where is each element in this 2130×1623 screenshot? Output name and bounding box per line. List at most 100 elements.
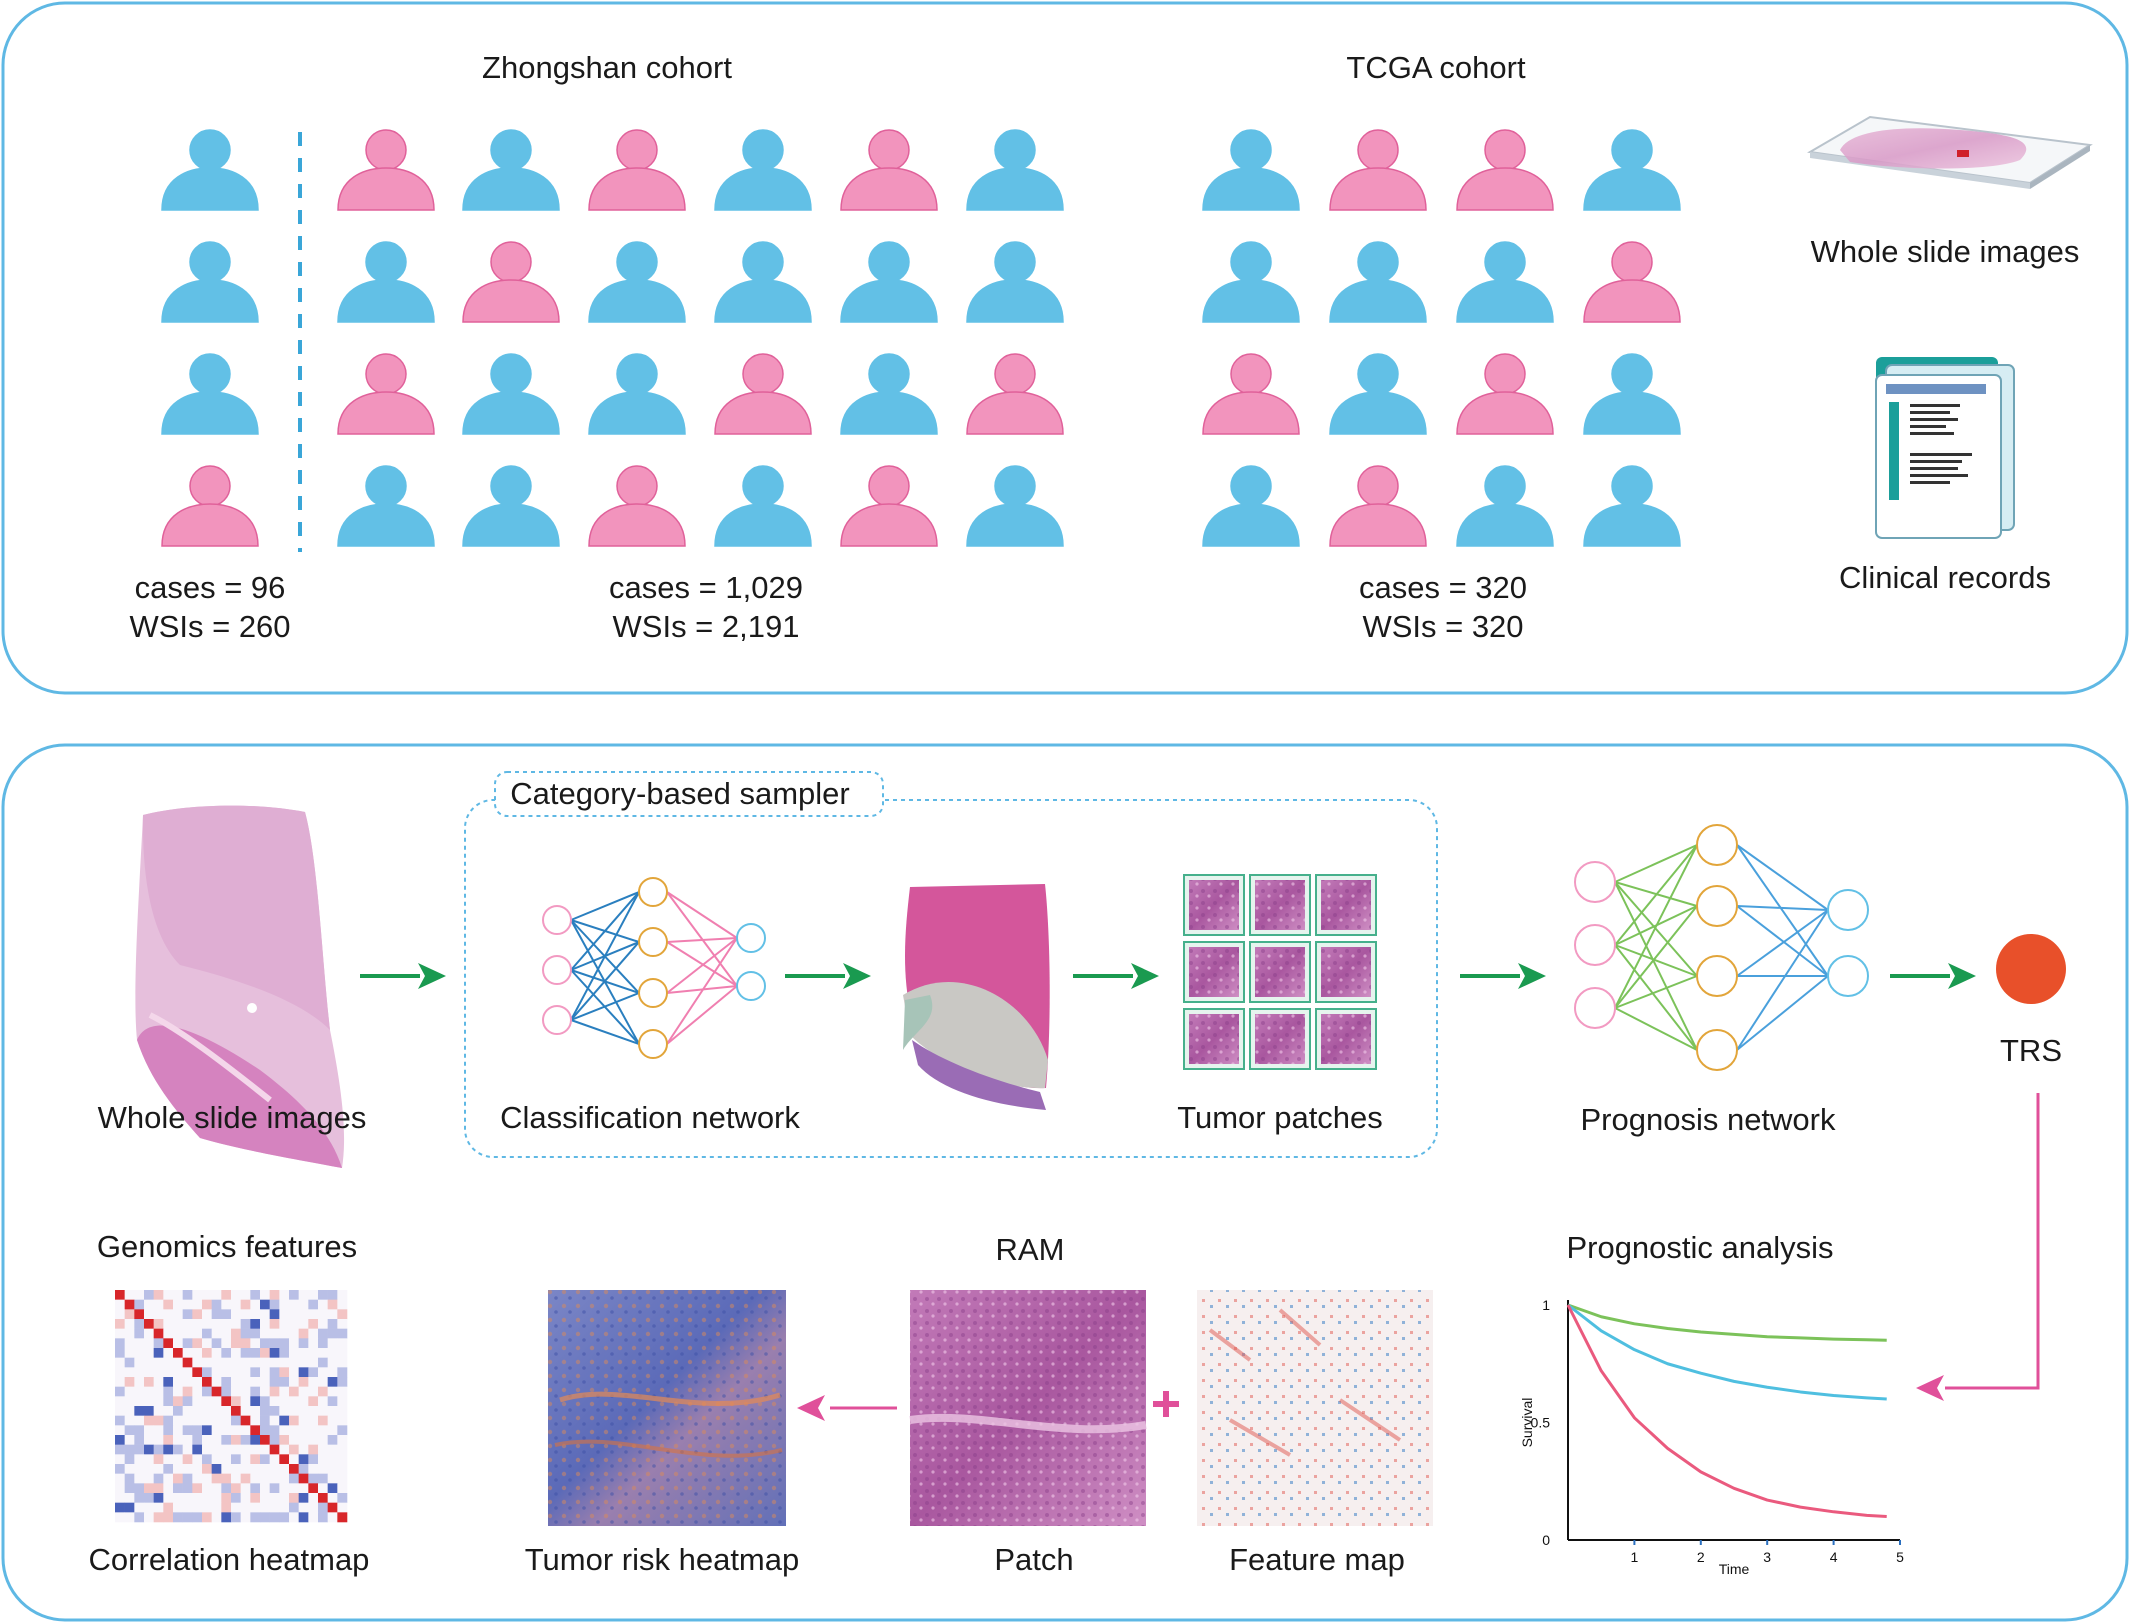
survival-chart: 1 2 3 4 5 0 0.5 1 Time Survival [1519, 1297, 1904, 1577]
network-node [1696, 824, 1738, 866]
network-node [542, 955, 572, 985]
person-icon [1456, 465, 1554, 547]
network-node [638, 978, 668, 1008]
zhongshan-a-cases: cases = 96 [135, 570, 286, 605]
y-axis-label: Survival [1519, 1398, 1535, 1448]
x-tick-label: 4 [1830, 1549, 1838, 1565]
person-icon [966, 353, 1064, 435]
feature-map-image [1197, 1290, 1433, 1526]
arrow-wsi-to-sampler [360, 963, 446, 989]
person-icon [714, 465, 812, 547]
tcga-cases: cases = 320 [1359, 570, 1527, 605]
person-icon [1329, 129, 1427, 211]
trs-node [1996, 934, 2066, 1004]
x-tick-label: 2 [1697, 1549, 1705, 1565]
network-node [638, 877, 668, 907]
survival-curve [1567, 1303, 1887, 1342]
classification-network-label: Classification network [500, 1100, 800, 1135]
x-tick-label: 3 [1763, 1549, 1771, 1565]
patient-grid-zhongshan-a [161, 129, 259, 547]
network-node [736, 923, 766, 953]
person-icon [337, 465, 435, 547]
person-icon [714, 129, 812, 211]
arrow-trs-to-prognostic-analysis [1916, 1093, 2040, 1401]
trs-label: TRS [2000, 1033, 2062, 1068]
x-tick-label: 5 [1896, 1549, 1904, 1565]
person-icon [714, 353, 812, 435]
network-node [1696, 955, 1738, 997]
plus-icon [1153, 1391, 1179, 1417]
person-icon [1329, 241, 1427, 323]
arrow-classifier-to-segmentation [785, 963, 871, 989]
prognosis-network-diagram [1574, 824, 1869, 1071]
correlation-heatmap-image [115, 1290, 348, 1523]
tcga-cohort-title: TCGA cohort [1346, 50, 1526, 85]
y-tick-label: 0.5 [1531, 1415, 1551, 1431]
arrow-patches-to-prognosis [1460, 963, 1546, 989]
network-node [542, 1005, 572, 1035]
patient-grid-tcga [1202, 129, 1681, 547]
network-node [638, 927, 668, 957]
person-icon [1583, 129, 1681, 211]
tcga-wsis: WSIs = 320 [1362, 609, 1523, 644]
person-icon [1202, 465, 1300, 547]
network-node [1574, 987, 1616, 1029]
person-icon [161, 241, 259, 323]
clinical-records-label: Clinical records [1839, 560, 2051, 595]
glass-slide-icon [1807, 115, 2093, 189]
network-node [1827, 889, 1869, 931]
x-tick-label: 1 [1631, 1549, 1639, 1565]
segmented-tissue-image [903, 884, 1050, 1110]
network-node [1696, 885, 1738, 927]
y-tick-label: 1 [1542, 1297, 1550, 1313]
person-icon [840, 129, 938, 211]
person-icon [966, 465, 1064, 547]
x-axis-label: Time [1719, 1561, 1750, 1577]
person-icon [714, 241, 812, 323]
network-node [736, 971, 766, 1001]
person-icon [1202, 353, 1300, 435]
person-icon [1456, 241, 1554, 323]
arrow-segmentation-to-patches [1073, 963, 1159, 989]
person-icon [588, 129, 686, 211]
person-icon [1202, 241, 1300, 323]
person-icon [462, 129, 560, 211]
person-icon [1329, 353, 1427, 435]
cohort-panel-frame [1, 1, 2129, 695]
network-node [542, 905, 572, 935]
top-wsi-label: Whole slide images [1811, 234, 2080, 269]
genomics-features-title: Genomics features [97, 1229, 357, 1264]
patch-label: Patch [994, 1542, 1073, 1577]
patient-grid-zhongshan-b [337, 129, 1064, 547]
y-tick-label: 0 [1542, 1532, 1550, 1548]
person-icon [161, 129, 259, 211]
person-icon [462, 353, 560, 435]
person-icon [462, 465, 560, 547]
arrow-prognosis-to-trs [1890, 963, 1976, 989]
network-node [1827, 955, 1869, 997]
network-node [1696, 1029, 1738, 1071]
person-icon [1329, 465, 1427, 547]
person-icon [966, 129, 1064, 211]
person-icon [337, 129, 435, 211]
person-icon [1583, 241, 1681, 323]
tumor-patches-grid [1183, 874, 1377, 1070]
survival-curve [1566, 1304, 1887, 1518]
person-icon [588, 465, 686, 547]
zhongshan-b-wsis: WSIs = 2,191 [613, 609, 800, 644]
clinical-record-icon [1875, 357, 2015, 539]
feature-map-label: Feature map [1229, 1542, 1405, 1577]
zhongshan-cohort-title: Zhongshan cohort [482, 50, 732, 85]
tumor-risk-heatmap-label: Tumor risk heatmap [525, 1542, 800, 1577]
network-node [638, 1029, 668, 1059]
person-icon [966, 241, 1064, 323]
person-icon [1202, 129, 1300, 211]
person-icon [337, 353, 435, 435]
person-icon [840, 241, 938, 323]
sampler-title-box [494, 771, 884, 817]
zhongshan-a-wsis: WSIs = 260 [129, 609, 290, 644]
ram-title: RAM [996, 1232, 1065, 1267]
person-icon [840, 353, 938, 435]
person-icon [161, 465, 259, 547]
wsi-tissue-image [135, 805, 345, 1168]
